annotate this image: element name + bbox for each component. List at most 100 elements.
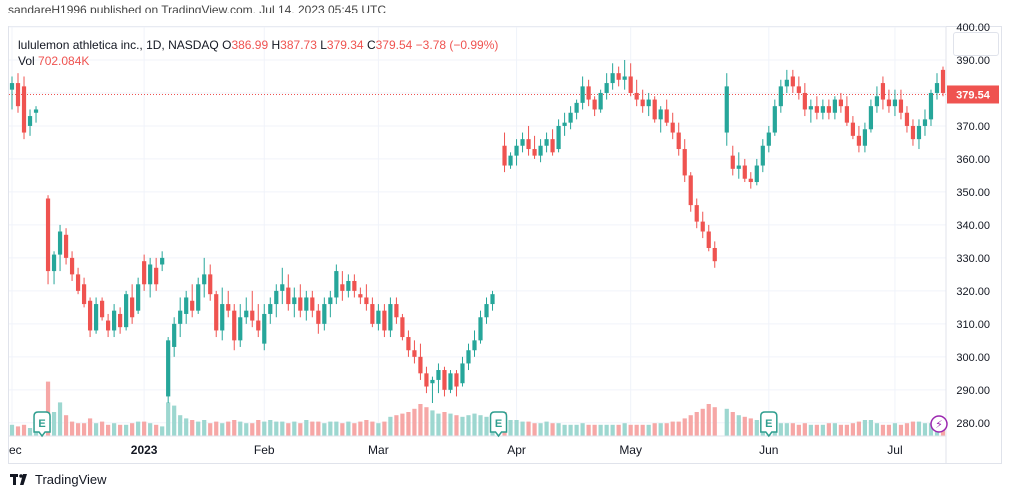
volume-bar <box>232 420 237 436</box>
candle-body <box>802 92 807 110</box>
volume-bar <box>616 424 621 436</box>
candle-body <box>658 109 663 120</box>
candle-body <box>15 83 21 107</box>
candle-body <box>502 145 507 166</box>
candle-body <box>754 165 759 183</box>
candle-body <box>670 122 675 133</box>
y-tick-label: 320.00 <box>956 286 990 298</box>
earnings-marker-label: E <box>765 418 772 430</box>
x-tick-label: 2023 <box>131 443 158 457</box>
candle-body <box>232 310 237 341</box>
y-tick-label: 360.00 <box>956 154 990 166</box>
candle-body <box>406 337 411 351</box>
dividend-marker[interactable] <box>930 415 948 433</box>
candle-body <box>166 340 171 397</box>
volume-bar <box>370 421 375 436</box>
y-tick-label: 290.00 <box>956 385 990 397</box>
volume-bar <box>27 428 33 436</box>
earnings-marker[interactable]: E <box>760 411 778 438</box>
volume-bar <box>550 423 555 436</box>
candle-body <box>712 247 717 262</box>
volume-bar <box>69 421 75 436</box>
volume-bar <box>472 413 477 436</box>
volume-bar <box>784 423 789 436</box>
volume-bar <box>424 407 429 436</box>
candle-body <box>268 304 273 314</box>
candle-body <box>202 274 207 285</box>
volume-bar <box>508 420 513 436</box>
volume-bar <box>280 421 285 436</box>
open-label: O <box>222 38 232 52</box>
volume-bar <box>922 423 928 436</box>
candle-body <box>424 373 429 387</box>
candle-body <box>634 92 639 100</box>
y-tick-label: 400.00 <box>956 22 990 34</box>
volume-bar <box>808 424 813 436</box>
candle-body <box>226 304 231 311</box>
candle-body <box>490 294 495 305</box>
volume-bar <box>538 423 543 436</box>
volume-bar <box>406 412 411 436</box>
candle-body <box>45 198 51 272</box>
volume-bar <box>532 423 537 436</box>
earnings-marker[interactable]: E <box>33 411 51 438</box>
candle-body <box>568 112 573 123</box>
candle-body <box>550 139 555 153</box>
volume-bar <box>454 415 459 436</box>
volume-bar <box>112 423 117 436</box>
volume-bar <box>154 424 159 436</box>
candle-body <box>460 363 465 384</box>
volume-bar <box>15 426 21 436</box>
candle-body <box>57 231 63 255</box>
volume-bar <box>646 424 651 436</box>
high-label: H <box>271 38 281 52</box>
candle-body <box>412 350 417 357</box>
candle-body <box>580 86 585 103</box>
tradingview-brand[interactable]: TradingView <box>10 472 107 487</box>
earnings-marker[interactable]: E <box>489 411 508 438</box>
volume-bar <box>544 421 549 436</box>
candle-body <box>724 86 729 133</box>
volume-bar <box>63 415 69 436</box>
candle-body <box>706 231 711 248</box>
volume-bar <box>292 421 297 436</box>
volume-bar <box>742 416 747 436</box>
volume-bar <box>652 423 657 436</box>
candle-body <box>69 257 75 275</box>
volume-bar <box>202 420 207 436</box>
volume-bar <box>190 420 195 436</box>
candle-body <box>316 310 321 324</box>
candle-body <box>820 106 825 113</box>
candle-body <box>81 284 87 305</box>
volume-bar <box>700 408 705 436</box>
volume-bar <box>880 424 886 436</box>
open-value: 386.99 <box>231 38 269 52</box>
volume-bar <box>184 418 189 436</box>
candle-body <box>664 109 669 123</box>
candle-body <box>172 323 177 347</box>
dividend-marker-label: ⚡ <box>935 418 943 431</box>
plot-layer <box>9 59 946 436</box>
candle-body <box>688 175 693 206</box>
candle-body <box>814 106 819 113</box>
x-tick-label: Jun <box>759 443 778 457</box>
candle-body <box>472 340 477 351</box>
candle-body <box>868 106 874 130</box>
candle-body <box>886 99 892 107</box>
volume-bar <box>220 423 225 436</box>
volume-bar <box>33 429 39 436</box>
candle-body <box>730 155 735 169</box>
candle-body <box>622 76 627 80</box>
candle-body <box>478 317 483 341</box>
candle-body <box>190 300 195 311</box>
candle-body <box>574 102 579 113</box>
candle-body <box>75 274 81 291</box>
volume-bar <box>268 420 273 436</box>
candle-body <box>934 83 940 93</box>
candle-body <box>106 320 111 331</box>
candle-body <box>208 274 213 295</box>
volume-bar <box>442 412 447 436</box>
candle-body <box>904 112 910 126</box>
candle-body <box>532 149 537 156</box>
